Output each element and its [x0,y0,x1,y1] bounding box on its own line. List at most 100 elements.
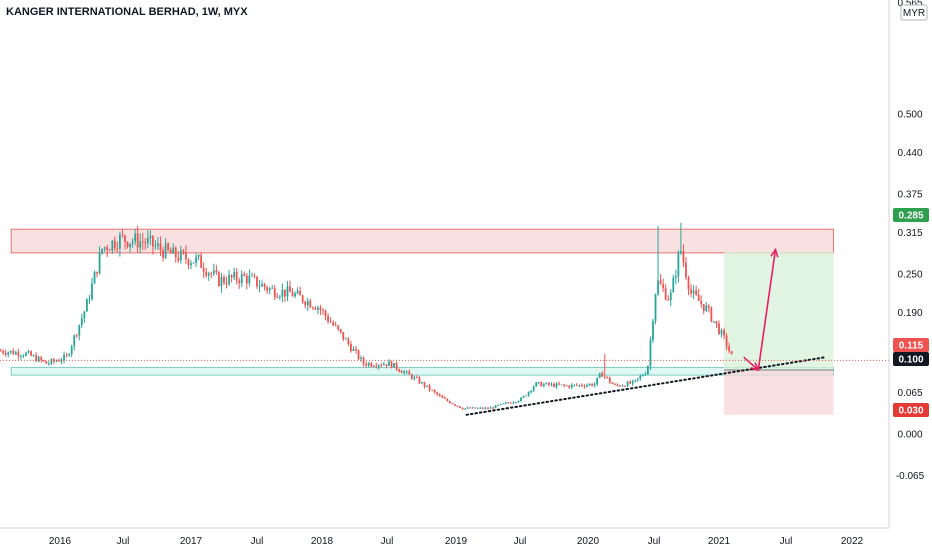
x-tick-label: 2017 [180,536,203,547]
price-tag-entry[interactable]: 0.100 [893,352,929,366]
candle [522,395,525,399]
candle [317,305,319,315]
candle [108,248,111,251]
candle [707,304,710,313]
candle [12,348,15,355]
candle [484,406,487,410]
candle [0,348,2,352]
x-tick-label: 2022 [841,536,864,547]
x-tick-label: 2018 [311,536,334,547]
price-tag-label: 0.030 [898,406,923,417]
candle [319,304,322,316]
trendline[interactable] [465,356,827,416]
candle [532,385,535,393]
candle [228,270,230,287]
zone-support[interactable] [10,366,835,376]
candle [636,378,639,383]
candle [403,369,406,375]
candle [669,289,672,307]
candle [83,310,86,323]
candle [621,384,624,387]
candle [608,376,611,384]
candle [631,379,634,386]
candle [134,229,137,246]
candle [159,236,162,257]
x-tick-label: 2020 [577,536,600,547]
zone-profit[interactable] [723,251,834,370]
candle [162,247,164,262]
candle [443,396,446,400]
price-tag-label: 0.115 [899,341,924,352]
candle [154,240,157,250]
candle [535,381,538,387]
y-tick-label: 0.315 [897,228,922,239]
candle [248,269,251,287]
candle [476,407,479,409]
candle [575,382,578,387]
candle [344,337,347,340]
candle [299,286,302,296]
candle [78,324,81,341]
x-tick-label: Jul [780,536,793,547]
candle [14,350,17,355]
candle [715,321,718,328]
candle [70,344,73,357]
x-tick-label: Jul [648,536,661,547]
candle [616,383,619,387]
candle [558,381,560,386]
candle [624,385,626,388]
y-tick-label: 0.440 [897,148,922,159]
candle [641,373,644,377]
candle [469,406,472,409]
candle [121,229,124,238]
candle [360,355,362,362]
candle [212,263,215,277]
candle [578,384,581,388]
price-tag-last[interactable]: 0.115 [893,338,929,352]
candle [695,285,698,297]
candle [220,272,223,293]
candle [525,395,527,397]
x-tick-label: Jul [381,536,394,547]
candle [80,313,83,329]
candle [25,351,27,357]
candle [390,360,393,369]
forecast-arrow[interactable] [743,356,759,371]
candle [466,406,469,409]
candle [68,352,71,357]
candle [187,258,190,270]
candle [634,379,637,383]
zone-loss[interactable] [723,370,834,415]
candle [713,321,715,324]
candle [436,391,439,396]
y-tick-label: 0.500 [897,110,922,121]
forecast-arrow[interactable] [757,249,777,371]
candle [372,364,375,367]
candle [664,284,667,301]
candle [365,361,368,368]
time-axis[interactable]: 2016 Jul 2017 Jul 2018 Jul 2019 Jul 2020 Jul 2021 J… [49,536,864,547]
price-tag-target[interactable]: 0.285 [893,208,929,222]
candle [75,333,78,339]
candle [672,274,675,293]
candle [357,349,360,361]
candle [65,352,68,358]
candle [243,271,246,277]
candle [179,245,182,264]
candle [337,325,340,332]
candle [451,403,454,405]
candle [497,404,500,407]
currency-badge[interactable]: MYR [900,4,928,21]
candle [273,284,276,300]
zone-resistance[interactable] [10,228,835,254]
candle [647,365,649,376]
price-tag-stop[interactable]: 0.030 [893,403,929,417]
candle [347,336,350,347]
candle [339,328,342,334]
candle [124,234,126,250]
candle [367,361,370,368]
candle [416,374,418,379]
candle [126,241,129,249]
candle [157,237,159,250]
